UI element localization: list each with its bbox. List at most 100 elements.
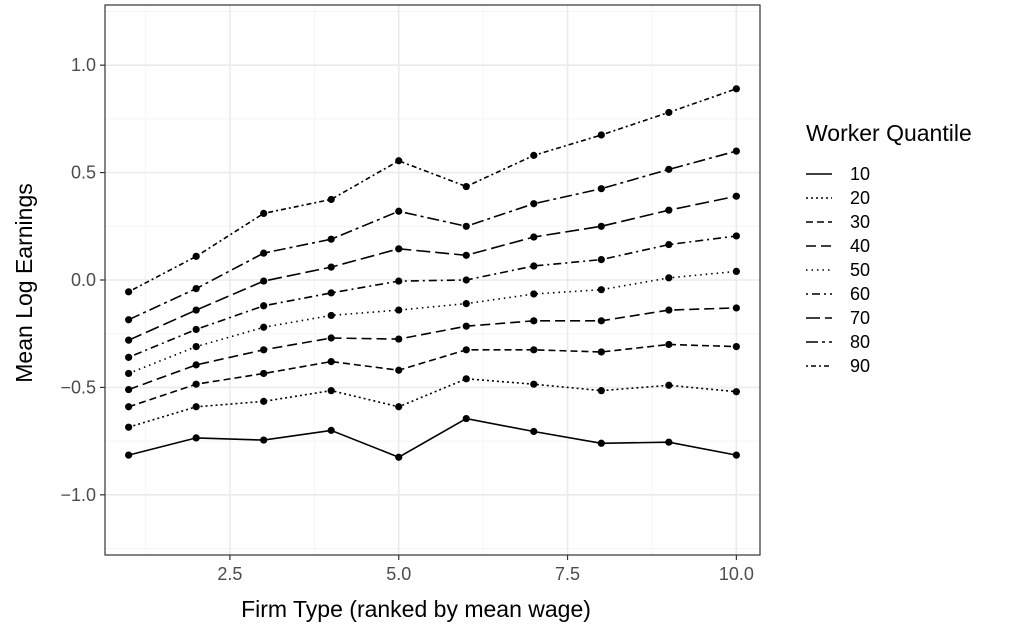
data-point-60 — [665, 240, 673, 249]
data-point-30 — [327, 358, 335, 366]
data-point-50 — [260, 323, 268, 331]
y-tick-label: 0.5 — [71, 163, 96, 183]
y-tick-label: −1.0 — [60, 485, 96, 505]
data-point-30 — [260, 369, 268, 378]
y-axis-title: Mean Log Earnings — [11, 183, 37, 382]
data-point-90 — [192, 252, 200, 260]
legend-label-60: 60 — [850, 284, 870, 304]
data-point-50 — [597, 286, 605, 294]
data-point-80 — [327, 235, 335, 243]
data-point-30 — [395, 366, 403, 374]
data-point-40 — [665, 306, 673, 314]
data-point-40 — [260, 346, 268, 354]
data-point-80 — [462, 222, 470, 230]
data-point-60 — [597, 255, 605, 264]
series-line-80 — [128, 150, 737, 321]
data-point-60 — [462, 276, 470, 284]
legend-label-70: 70 — [850, 308, 870, 328]
data-point-50 — [462, 300, 470, 308]
data-point-90 — [260, 209, 268, 217]
data-point-80 — [192, 284, 200, 293]
data-point-80 — [732, 147, 740, 155]
data-point-90 — [530, 151, 538, 159]
data-point-20 — [665, 381, 673, 389]
y-tick-label: −0.5 — [60, 377, 96, 397]
series-line-60 — [128, 235, 737, 359]
data-point-70 — [732, 192, 740, 200]
legend-label-20: 20 — [850, 188, 870, 208]
series-lines — [128, 88, 737, 459]
data-point-30 — [732, 343, 740, 351]
x-tick-label: 10.0 — [719, 564, 754, 584]
data-point-40 — [732, 304, 740, 312]
data-point-60 — [530, 262, 538, 270]
data-point-10 — [125, 451, 133, 459]
data-point-70 — [665, 206, 673, 214]
data-point-20 — [395, 403, 403, 411]
y-tick-label: 1.0 — [71, 55, 96, 75]
legend-label-40: 40 — [850, 236, 870, 256]
legend-label-90: 90 — [850, 356, 870, 376]
data-point-50 — [530, 290, 538, 298]
data-point-90 — [125, 288, 133, 296]
data-point-40 — [192, 361, 200, 369]
data-point-90 — [462, 182, 470, 191]
data-point-30 — [462, 346, 470, 354]
series-points — [125, 85, 740, 461]
grid-minor — [105, 5, 760, 555]
data-point-20 — [530, 380, 538, 388]
y-axis-ticks: −1.0 −0.5 0.0 0.5 1.0 — [60, 55, 105, 505]
data-point-80 — [260, 249, 268, 257]
data-point-20 — [732, 388, 740, 396]
series-line-70 — [128, 195, 737, 341]
data-point-80 — [125, 316, 133, 324]
data-point-40 — [530, 317, 538, 325]
series-line-10 — [128, 417, 737, 459]
legend-label-50: 50 — [850, 260, 870, 280]
data-point-20 — [260, 397, 268, 405]
data-point-50 — [395, 306, 403, 314]
legend-label-80: 80 — [850, 332, 870, 352]
data-point-60 — [125, 353, 133, 361]
data-point-70 — [192, 306, 200, 314]
data-point-40 — [597, 317, 605, 325]
data-point-50 — [327, 311, 335, 320]
x-axis-ticks: 2.5 5.0 7.5 10.0 — [217, 555, 754, 584]
data-point-90 — [327, 195, 335, 204]
data-point-10 — [395, 453, 403, 461]
data-point-40 — [395, 335, 403, 343]
series-line-40 — [128, 307, 737, 391]
x-tick-label: 2.5 — [217, 564, 242, 584]
data-point-50 — [192, 343, 200, 351]
data-point-80 — [530, 200, 538, 208]
data-point-10 — [327, 426, 335, 434]
data-point-60 — [395, 277, 403, 285]
data-point-70 — [462, 251, 470, 259]
data-point-50 — [732, 267, 740, 276]
data-point-90 — [597, 131, 605, 139]
series-line-30 — [128, 343, 737, 408]
data-point-90 — [732, 85, 740, 93]
x-tick-label: 7.5 — [555, 564, 580, 584]
data-point-60 — [732, 232, 740, 240]
data-point-10 — [732, 451, 740, 459]
data-point-80 — [395, 207, 403, 215]
data-point-10 — [597, 439, 605, 447]
legend-label-30: 30 — [850, 212, 870, 232]
data-point-20 — [327, 387, 335, 395]
data-point-20 — [462, 375, 470, 383]
data-point-70 — [327, 263, 335, 271]
series-line-50 — [128, 270, 737, 375]
data-point-10 — [530, 427, 538, 436]
data-point-70 — [395, 245, 403, 253]
data-point-10 — [665, 438, 673, 446]
data-point-50 — [665, 274, 673, 282]
data-point-80 — [597, 185, 605, 193]
data-point-70 — [260, 277, 268, 285]
data-point-70 — [125, 336, 133, 344]
data-point-50 — [125, 369, 133, 378]
data-point-90 — [395, 157, 403, 165]
data-point-90 — [665, 108, 673, 117]
data-point-60 — [192, 325, 200, 334]
legend-title: Worker Quantile — [806, 120, 972, 146]
